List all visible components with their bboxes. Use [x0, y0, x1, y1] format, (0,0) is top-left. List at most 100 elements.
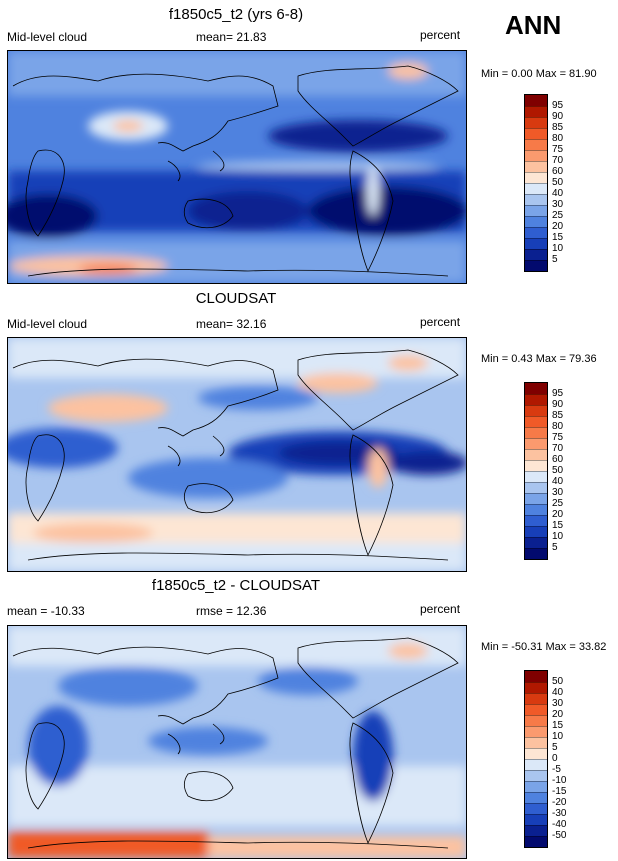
colorbar-segment — [525, 515, 547, 526]
colorbar-segment — [525, 260, 547, 271]
colorbar-segment — [525, 161, 547, 172]
colorbar-tick-label: 50 — [552, 177, 564, 188]
colorbar-segment — [525, 238, 547, 249]
colorbar-segment — [525, 383, 547, 394]
colorbar-segment — [525, 726, 547, 737]
colorbar-tick-label: 25 — [552, 210, 564, 221]
colorbar-tick-label: 50 — [552, 465, 564, 476]
colorbar-segment — [525, 748, 547, 759]
colorbar-tick-label: 10 — [552, 531, 564, 542]
colorbar-segment — [525, 715, 547, 726]
colorbar-tick-label: 25 — [552, 498, 564, 509]
colorbar-segment — [525, 183, 547, 194]
colorbar-segment — [525, 792, 547, 803]
colorbar-tick-label: 5 — [552, 542, 558, 553]
colorbar-segment — [525, 537, 547, 548]
colorbar-segment — [525, 682, 547, 693]
colorbar-segment — [525, 405, 547, 416]
colorbar-segment — [525, 471, 547, 482]
colorbar-tick-label: -50 — [552, 830, 567, 841]
colorbar-tick-label: -40 — [552, 819, 567, 830]
panel-2-title: CLOUDSAT — [195, 290, 277, 307]
colorbar-tick-label: 5 — [552, 254, 558, 265]
colorbar-tick-label: 30 — [552, 487, 564, 498]
panel-2-mean-label: mean= 32.16 — [196, 317, 267, 331]
season-label: ANN — [505, 10, 562, 40]
panel-3-mean-label: mean = -10.33 — [7, 604, 85, 618]
colorbar-segment — [525, 394, 547, 405]
colorbar-segment — [525, 493, 547, 504]
colorbar-tick-label: 40 — [552, 188, 564, 199]
colorbar-segment — [525, 759, 547, 770]
colorbar-tick-label: 10 — [552, 731, 564, 742]
panel-2-colorbar — [524, 382, 548, 560]
colorbar-tick-label: 95 — [552, 388, 564, 399]
colorbar-segment — [525, 504, 547, 515]
panel-1-title: f1850c5_t2 (yrs 6-8) — [168, 6, 304, 23]
colorbar-tick-label: -10 — [552, 775, 567, 786]
colorbar-tick-label: 50 — [552, 676, 564, 687]
panel-2-minmax: Min = 0.43 Max = 79.36 — [481, 353, 597, 365]
colorbar-tick-label: 10 — [552, 243, 564, 254]
colorbar-tick-label: 95 — [552, 100, 564, 111]
colorbar-segment — [525, 770, 547, 781]
panel-3-rmse-label: rmse = 12.36 — [196, 604, 267, 618]
colorbar-tick-label: 85 — [552, 122, 564, 133]
panel-2-units-label: percent — [420, 315, 461, 329]
colorbar-tick-label: 60 — [552, 166, 564, 177]
panel-3-colorbar — [524, 670, 548, 848]
colorbar-tick-label: 75 — [552, 432, 564, 443]
colorbar-tick-label: 20 — [552, 709, 564, 720]
colorbar-segment — [525, 781, 547, 792]
colorbar-segment — [525, 106, 547, 117]
colorbar-segment — [525, 117, 547, 128]
colorbar-tick-label: 20 — [552, 221, 564, 232]
colorbar-segment — [525, 460, 547, 471]
colorbar-segment — [525, 449, 547, 460]
colorbar-tick-label: 40 — [552, 476, 564, 487]
panel-3-minmax: Min = -50.31 Max = 33.82 — [481, 641, 607, 653]
colorbar-segment — [525, 249, 547, 260]
colorbar-tick-label: 80 — [552, 133, 564, 144]
panel-1-variable-label: Mid-level cloud — [7, 30, 88, 44]
colorbar-tick-label: 85 — [552, 410, 564, 421]
colorbar-tick-label: 70 — [552, 443, 564, 454]
colorbar-tick-label: -30 — [552, 808, 567, 819]
panel-1-minmax: Min = 0.00 Max = 81.90 — [481, 68, 597, 80]
colorbar-segment — [525, 737, 547, 748]
colorbar-segment — [525, 205, 547, 216]
colorbar-segment — [525, 95, 547, 106]
colorbar-tick-label: -5 — [552, 764, 561, 775]
panel-2-variable-label: Mid-level cloud — [7, 317, 88, 331]
colorbar-tick-label: 90 — [552, 111, 564, 122]
panel-3-map — [7, 625, 467, 859]
colorbar-segment — [525, 836, 547, 847]
colorbar-tick-label: 75 — [552, 144, 564, 155]
colorbar-tick-label: 30 — [552, 199, 564, 210]
colorbar-segment — [525, 216, 547, 227]
colorbar-tick-label: 60 — [552, 454, 564, 465]
colorbar-segment — [525, 482, 547, 493]
panel-2-map-svg — [8, 338, 466, 571]
colorbar-segment — [525, 693, 547, 704]
colorbar-segment — [525, 139, 547, 150]
panel-1-colorbar — [524, 94, 548, 272]
colorbar-segment — [525, 704, 547, 715]
colorbar-tick-label: 15 — [552, 520, 564, 531]
colorbar-tick-label: 70 — [552, 155, 564, 166]
panel-1-units-label: percent — [420, 28, 461, 42]
colorbar-tick-label: 15 — [552, 232, 564, 243]
colorbar-segment — [525, 671, 547, 682]
colorbar-segment — [525, 427, 547, 438]
colorbar-segment — [525, 416, 547, 427]
panel-1-mean-label: mean= 21.83 — [196, 30, 267, 44]
colorbar-tick-label: 40 — [552, 687, 564, 698]
panel-3-title: f1850c5_t2 - CLOUDSAT — [151, 577, 321, 594]
panel-1-map — [7, 50, 467, 284]
colorbar-tick-label: -20 — [552, 797, 567, 808]
panel-1-map-svg — [8, 51, 466, 283]
colorbar-segment — [525, 150, 547, 161]
panel-2-map — [7, 337, 467, 572]
colorbar-segment — [525, 128, 547, 139]
colorbar-segment — [525, 526, 547, 537]
